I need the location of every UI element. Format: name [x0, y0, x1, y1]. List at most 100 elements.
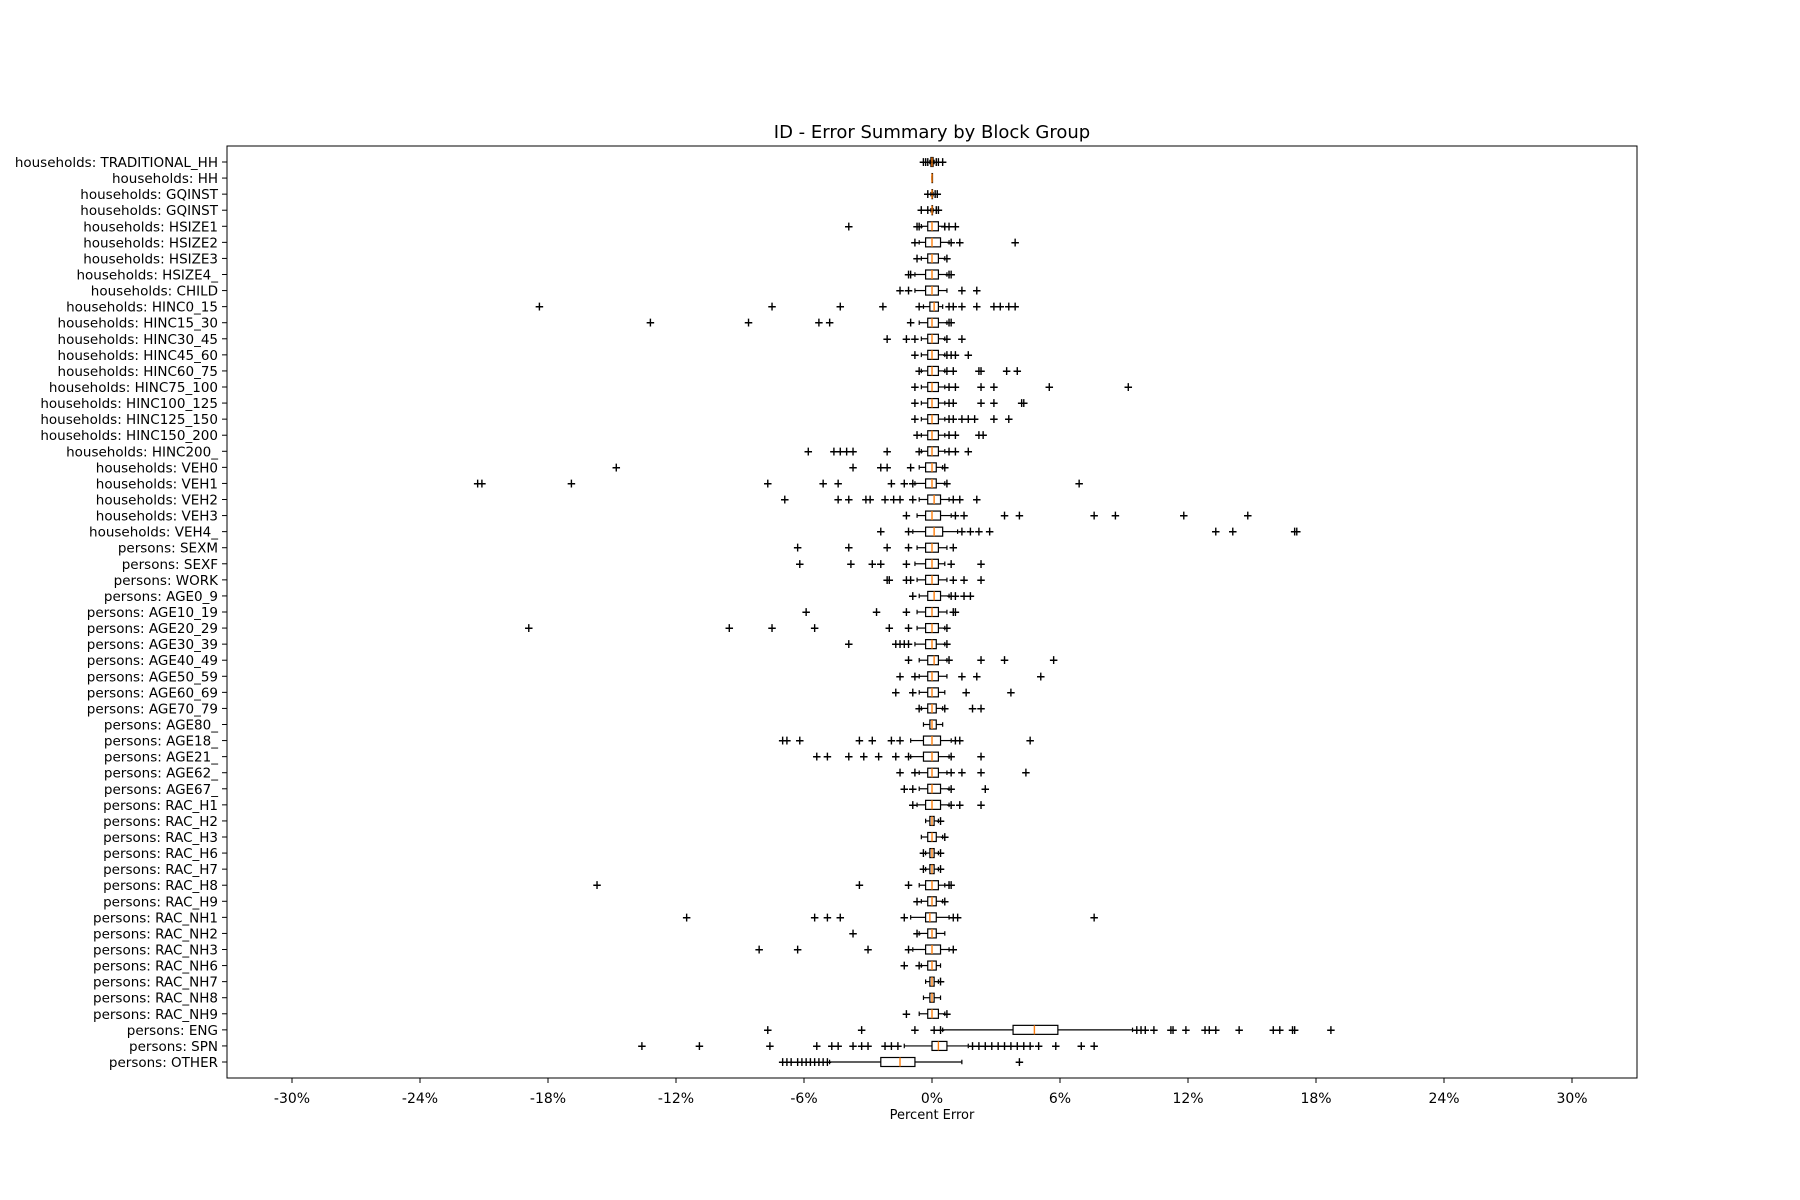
- outlier-point: +: [778, 1055, 788, 1069]
- outlier-point: +: [944, 316, 954, 330]
- outlier-point: +: [910, 235, 920, 249]
- outlier-point: +: [895, 669, 905, 683]
- outlier-point: +: [914, 701, 924, 715]
- outlier-point: +: [944, 300, 954, 314]
- y-tick-label: persons: AGE67_: [104, 782, 218, 798]
- outlier-point: +: [611, 460, 621, 474]
- x-axis: -30% -24% -18% -12% -6% 0% 6% 12% 18% 24% 30%: [274, 1078, 1588, 1107]
- y-tick-label: households: HINC45_60: [58, 348, 218, 364]
- box-group: +++++++: [795, 557, 986, 571]
- outlier-point: +: [810, 621, 820, 635]
- outlier-point: +: [835, 910, 845, 924]
- outlier-point: +: [895, 734, 905, 748]
- outlier-point: +: [637, 1039, 647, 1053]
- outlier-point: +: [899, 959, 909, 973]
- outlier-point: +: [886, 734, 896, 748]
- outlier-point: +: [1000, 509, 1010, 523]
- outlier-point: +: [946, 750, 956, 764]
- box-iqr: [931, 1040, 948, 1052]
- y-tick-label: households: HINC125_150: [40, 412, 218, 428]
- outlier-point: +: [942, 348, 952, 362]
- box-group: +++++++: [882, 573, 986, 587]
- outlier-point: +: [950, 509, 960, 523]
- outlier-point: +: [477, 476, 487, 490]
- outlier-point: +: [955, 235, 965, 249]
- box-iqr: [924, 639, 937, 650]
- outlier-point: +: [914, 300, 924, 314]
- outlier-point: +: [901, 557, 911, 571]
- y-tick-label: persons: SPN: [129, 1039, 218, 1055]
- outlier-point: +: [910, 1023, 920, 1037]
- box-iqr: [924, 462, 937, 473]
- box-group: + + + + + +++ + ++++: [534, 300, 1020, 314]
- outlier-point: +: [976, 766, 986, 780]
- outlier-point: +: [948, 910, 958, 924]
- box-group: +++++: [801, 605, 960, 619]
- outlier-point: +: [974, 525, 984, 539]
- y-tick-label: persons: RAC_H3: [103, 830, 218, 846]
- box-group: ++++: [908, 798, 986, 812]
- outlier-point: +: [957, 300, 967, 314]
- outlier-point: +: [904, 525, 914, 539]
- outlier-point: +: [867, 734, 877, 748]
- outlier-point: +: [795, 734, 805, 748]
- outlier-point: +: [1006, 685, 1016, 699]
- outlier-point: +: [972, 493, 982, 507]
- y-tick-label: households: CHILD: [91, 284, 218, 300]
- outlier-point: +: [904, 284, 914, 298]
- outlier-point: +: [754, 943, 764, 957]
- outlier-point: +: [844, 637, 854, 651]
- box-group: [922, 719, 944, 730]
- outlier-point: +: [985, 525, 995, 539]
- outlier-point: +: [861, 493, 871, 507]
- box-group: +++++: [754, 943, 958, 957]
- box-group: + +: [901, 1007, 952, 1021]
- outlier-point: +: [987, 1039, 997, 1053]
- outlier-point: +: [1136, 1023, 1146, 1037]
- y-tick-label: persons: ENG: [127, 1023, 218, 1039]
- outlier-point: +: [803, 444, 813, 458]
- box-group: +++++: [908, 589, 976, 603]
- y-tick-label: households: HSIZE2: [83, 235, 218, 251]
- outlier-point: +: [918, 155, 928, 169]
- x-tick-label: 6%: [1049, 1091, 1071, 1107]
- outlier-point: +: [976, 701, 986, 715]
- outlier-point: +: [970, 412, 980, 426]
- y-tick-label: households: VEH0: [96, 460, 218, 476]
- outlier-point: +: [946, 348, 956, 362]
- outlier-point: +: [908, 589, 918, 603]
- y-tick-label: persons: AGE80_: [104, 718, 218, 734]
- outlier-point: +: [1228, 525, 1238, 539]
- outlier-point: +: [874, 750, 884, 764]
- y-tick-label: households: VEH1: [96, 476, 218, 492]
- box-iqr: [927, 381, 940, 393]
- box-group: +: [920, 830, 950, 844]
- x-tick-label: 30%: [1556, 1091, 1587, 1107]
- outlier-point: +: [908, 782, 918, 796]
- box-group: ++++: [916, 203, 943, 217]
- box-group: +++++: [904, 653, 1059, 667]
- outlier-point: +: [950, 219, 960, 233]
- box-group: +++++++: [914, 364, 1022, 378]
- outlier-point: +: [930, 187, 940, 201]
- outlier-point: +: [948, 493, 958, 507]
- outlier-point: +: [1002, 364, 1012, 378]
- box-iqr: [927, 414, 940, 425]
- outlier-point: +: [946, 235, 956, 249]
- outlier-point: +: [1012, 1039, 1022, 1053]
- outlier-point: +: [976, 573, 986, 587]
- outlier-point: +: [895, 766, 905, 780]
- outlier-point: +: [1243, 509, 1253, 523]
- outlier-point: +: [899, 782, 909, 796]
- outlier-point: +: [778, 734, 788, 748]
- outlier-point: +: [891, 750, 901, 764]
- outlier-point: +: [957, 412, 967, 426]
- outlier-point: +: [829, 444, 839, 458]
- box-group: ++++: [895, 284, 982, 298]
- outlier-point: +: [842, 444, 852, 458]
- outlier-point: +: [805, 1055, 815, 1069]
- outlier-point: +: [1288, 1023, 1298, 1037]
- y-tick-label: households: TRADITIONAL_HH: [15, 155, 218, 171]
- outlier-point: +: [963, 412, 973, 426]
